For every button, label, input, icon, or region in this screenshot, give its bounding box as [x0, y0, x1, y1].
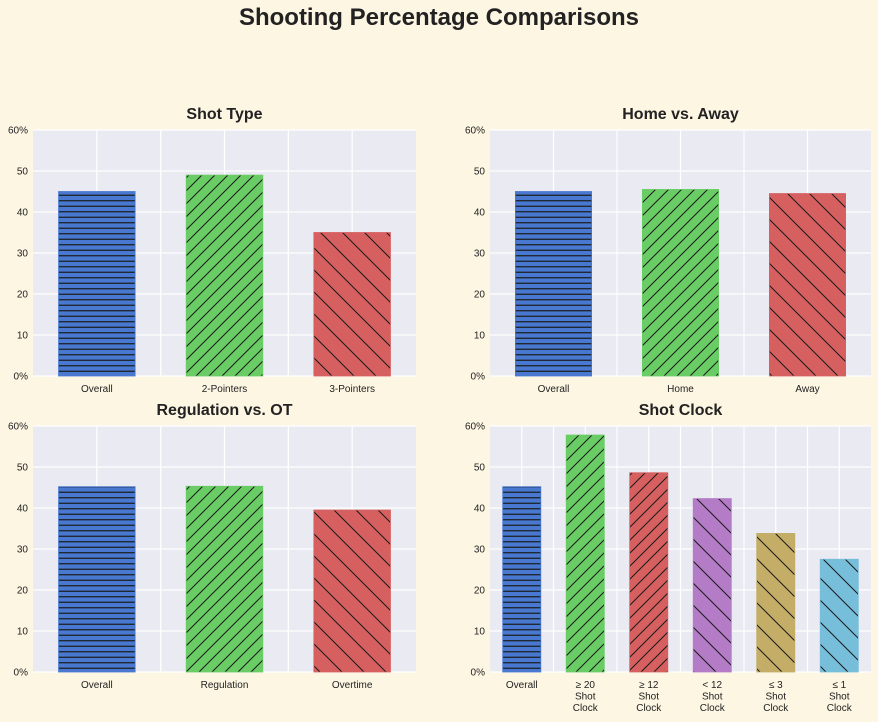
bar-12-shot-clock: [692, 498, 732, 673]
y-tick-label: 60%: [465, 422, 485, 433]
bar-2-pointers: [185, 174, 264, 377]
x-tick-label: ≥ 20 Shot Clock: [573, 680, 599, 714]
x-tick-label: 3-Pointers: [329, 384, 375, 395]
bar-20-shot-clock: [565, 434, 605, 673]
panel-title: Home vs. Away: [622, 106, 739, 123]
bar-3-shot-clock: [756, 533, 796, 673]
bar-12-shot-clock: [629, 472, 669, 673]
bar-regulation: [185, 485, 264, 673]
panel-title: Regulation vs. OT: [156, 402, 292, 419]
bar-away: [769, 193, 847, 377]
y-tick-label: 50: [17, 463, 29, 474]
bar-overtime: [313, 509, 391, 673]
y-tick-label: 30: [474, 545, 486, 556]
y-tick-label: 0%: [471, 372, 486, 383]
y-tick-label: 0%: [14, 668, 29, 679]
x-tick-label: Overall: [81, 680, 113, 691]
y-tick-label: 40: [17, 208, 29, 219]
panel-title: Shot Type: [186, 106, 262, 123]
y-tick-label: 50: [17, 167, 29, 178]
x-tick-label: Regulation: [201, 680, 249, 691]
x-tick-label: Overall: [538, 384, 570, 395]
x-tick-label: ≤ 3 Shot Clock: [763, 680, 789, 714]
y-tick-label: 50: [474, 167, 486, 178]
x-tick-label: Home: [667, 384, 694, 395]
x-tick-label: ≥ 12 Shot Clock: [636, 680, 662, 714]
y-tick-label: 60%: [8, 126, 28, 137]
y-tick-label: 20: [474, 586, 486, 597]
panel-shot-type: 0% 10 20 30 40 50 60% Overall 2-Pointers 3-Pointe…: [8, 106, 416, 395]
y-tick-label: 20: [17, 290, 29, 301]
bar-3-pointers: [313, 232, 391, 377]
y-tick-label: 30: [17, 545, 29, 556]
y-tick-label: 40: [17, 504, 29, 515]
y-tick-label: 10: [17, 627, 29, 638]
y-tick-label: 20: [474, 290, 486, 301]
panel-title: Shot Clock: [639, 402, 723, 419]
y-tick-label: 40: [474, 208, 486, 219]
y-tick-label: 10: [17, 331, 29, 342]
y-tick-label: 60%: [8, 422, 28, 433]
x-tick-label: 2-Pointers: [202, 384, 248, 395]
bar-overall: [502, 486, 542, 673]
y-tick-label: 50: [474, 463, 486, 474]
bar-overall: [58, 191, 136, 377]
y-tick-label: 20: [17, 586, 29, 597]
bar-overall: [515, 191, 593, 377]
x-tick-label: Overtime: [332, 680, 373, 691]
bar-home: [642, 189, 720, 377]
panel-shot-clock: 0% 10 20 30 40 50 60% Overall ≥ 20 Shot Clock ≥ 12 S…: [465, 402, 871, 714]
figure-title: Shooting Percentage Comparisons: [239, 4, 639, 31]
y-tick-label: 0%: [471, 668, 486, 679]
y-tick-label: 30: [474, 249, 486, 260]
x-tick-label: Overall: [81, 384, 113, 395]
x-tick-label: Away: [795, 384, 819, 395]
x-tick-label: Overall: [506, 680, 538, 691]
y-tick-label: 30: [17, 249, 29, 260]
y-tick-label: 60%: [465, 126, 485, 137]
panel-home-vs-away: 0% 10 20 30 40 50 60% Overall Home Away Home vs. A…: [465, 106, 871, 395]
bar-1-shot-clock: [819, 558, 859, 673]
panel-regulation-vs-ot: 0% 10 20 30 40 50 60% Overall Regulation Overtime…: [8, 402, 416, 691]
y-tick-label: 10: [474, 627, 486, 638]
x-tick-label: < 12 Shot Clock: [700, 680, 726, 714]
y-tick-label: 0%: [14, 372, 29, 383]
y-tick-label: 40: [474, 504, 486, 515]
x-tick-label: ≤ 1 Shot Clock: [827, 680, 853, 714]
y-gridlines: [490, 425, 871, 673]
bar-overall: [58, 486, 136, 673]
y-tick-label: 10: [474, 331, 486, 342]
